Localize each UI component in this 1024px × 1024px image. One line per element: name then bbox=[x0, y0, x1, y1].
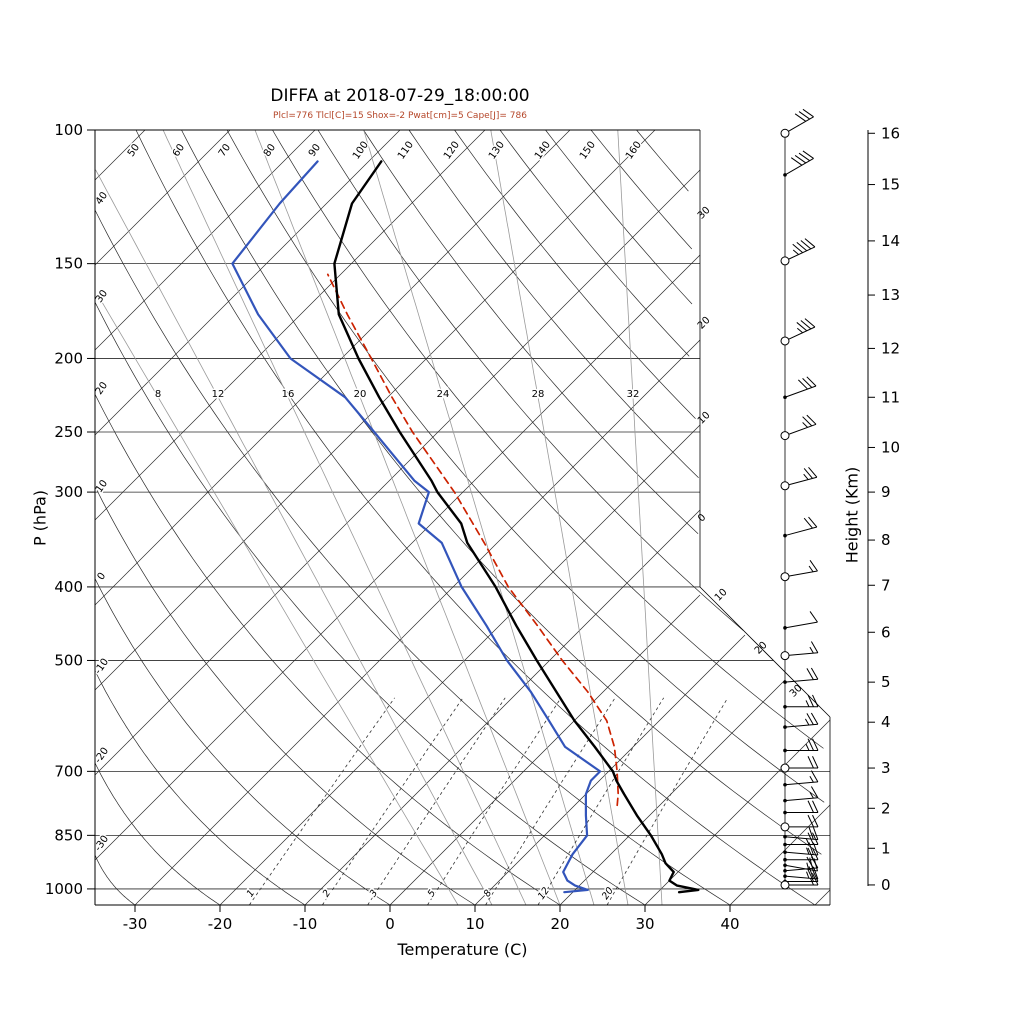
svg-text:0: 0 bbox=[881, 876, 891, 894]
svg-text:40: 40 bbox=[720, 915, 739, 933]
svg-text:20: 20 bbox=[94, 380, 110, 397]
svg-text:4: 4 bbox=[881, 713, 891, 731]
svg-text:14: 14 bbox=[881, 232, 900, 250]
svg-text:250: 250 bbox=[54, 423, 83, 441]
svg-text:30: 30 bbox=[94, 288, 110, 305]
in-plot-labels: 50 60 70 80 90 100 110 120 130 140 150 160403020100… bbox=[91, 138, 806, 903]
svg-text:-30: -30 bbox=[123, 915, 148, 933]
isotherms bbox=[94, 129, 831, 906]
svg-text:1: 1 bbox=[881, 839, 891, 857]
temperature-axis-ticks: -30 -20 -10 0 10 20 30 40 bbox=[123, 905, 740, 933]
svg-text:110: 110 bbox=[396, 140, 416, 162]
svg-text:20: 20 bbox=[696, 315, 713, 332]
svg-text:700: 700 bbox=[54, 762, 83, 780]
svg-text:12: 12 bbox=[212, 389, 225, 400]
plot-frame bbox=[94, 129, 831, 906]
svg-text:30: 30 bbox=[788, 683, 805, 700]
svg-text:100: 100 bbox=[54, 121, 83, 139]
svg-text:8: 8 bbox=[482, 888, 494, 899]
dry-adiabats bbox=[94, 129, 825, 906]
dewpoint-profile bbox=[231, 160, 602, 894]
wind-barbs bbox=[780, 108, 819, 890]
svg-text:7: 7 bbox=[881, 576, 891, 594]
svg-text:2: 2 bbox=[321, 888, 333, 899]
svg-text:30: 30 bbox=[635, 915, 654, 933]
svg-text:9: 9 bbox=[881, 483, 891, 501]
svg-text:1: 1 bbox=[245, 888, 257, 899]
svg-text:12: 12 bbox=[881, 339, 900, 357]
svg-text:16: 16 bbox=[881, 124, 900, 142]
svg-text:70: 70 bbox=[217, 142, 233, 159]
svg-text:30: 30 bbox=[696, 205, 713, 222]
chart-subtitle: Plcl=776 Tlcl[C]=15 Shox=-2 Pwat[cm]=5 C… bbox=[273, 111, 527, 121]
svg-text:8: 8 bbox=[155, 389, 161, 400]
svg-text:10: 10 bbox=[713, 587, 730, 604]
svg-text:1000: 1000 bbox=[45, 880, 83, 898]
svg-text:0: 0 bbox=[96, 571, 109, 583]
pressure-gridlines bbox=[95, 129, 830, 890]
svg-text:32: 32 bbox=[627, 389, 640, 400]
svg-text:140: 140 bbox=[533, 140, 553, 162]
svg-text:15: 15 bbox=[881, 176, 900, 194]
svg-text:20: 20 bbox=[354, 389, 367, 400]
svg-text:11: 11 bbox=[881, 388, 900, 406]
parcel-profile bbox=[326, 273, 620, 807]
svg-text:-30: -30 bbox=[93, 834, 111, 854]
svg-text:20: 20 bbox=[600, 885, 616, 901]
svg-text:10: 10 bbox=[465, 915, 484, 933]
svg-text:10: 10 bbox=[696, 410, 713, 427]
svg-text:-10: -10 bbox=[293, 915, 318, 933]
svg-text:20: 20 bbox=[550, 915, 569, 933]
svg-text:0: 0 bbox=[385, 915, 395, 933]
svg-text:-10: -10 bbox=[93, 657, 111, 677]
svg-text:13: 13 bbox=[881, 286, 900, 304]
svg-text:0: 0 bbox=[696, 512, 708, 524]
svg-text:-20: -20 bbox=[93, 746, 111, 766]
svg-text:3: 3 bbox=[881, 759, 891, 777]
svg-text:28: 28 bbox=[532, 389, 545, 400]
svg-text:5: 5 bbox=[426, 888, 438, 899]
svg-text:5: 5 bbox=[881, 673, 891, 691]
svg-text:130: 130 bbox=[487, 140, 507, 162]
svg-text:10: 10 bbox=[881, 438, 900, 456]
svg-text:60: 60 bbox=[171, 142, 187, 159]
svg-text:300: 300 bbox=[54, 483, 83, 501]
chart-title: DIFFA at 2018-07-29_18:00:00 bbox=[270, 86, 530, 106]
moist-adiabats bbox=[95, 129, 663, 906]
svg-text:400: 400 bbox=[54, 578, 83, 596]
temperature-profile bbox=[333, 160, 700, 894]
svg-text:160: 160 bbox=[624, 140, 644, 162]
svg-text:850: 850 bbox=[54, 826, 83, 844]
svg-text:50: 50 bbox=[126, 142, 142, 159]
svg-text:6: 6 bbox=[881, 623, 891, 641]
svg-text:90: 90 bbox=[307, 142, 323, 159]
pressure-axis-ticks: 100 150 200 250 300 400 500 700 850 1000 bbox=[45, 121, 95, 898]
svg-text:2: 2 bbox=[881, 799, 891, 817]
svg-text:24: 24 bbox=[437, 389, 450, 400]
svg-text:8: 8 bbox=[881, 531, 891, 549]
svg-text:150: 150 bbox=[578, 140, 598, 162]
svg-text:150: 150 bbox=[54, 255, 83, 273]
temperature-axis-label: Temperature (C) bbox=[397, 940, 528, 959]
svg-text:-20: -20 bbox=[208, 915, 233, 933]
svg-text:120: 120 bbox=[442, 140, 462, 162]
svg-text:12: 12 bbox=[536, 885, 552, 901]
svg-text:200: 200 bbox=[54, 349, 83, 367]
svg-text:80: 80 bbox=[262, 142, 278, 159]
mixing-ratio-lines bbox=[249, 697, 729, 906]
svg-text:16: 16 bbox=[282, 389, 295, 400]
svg-text:500: 500 bbox=[54, 651, 83, 669]
